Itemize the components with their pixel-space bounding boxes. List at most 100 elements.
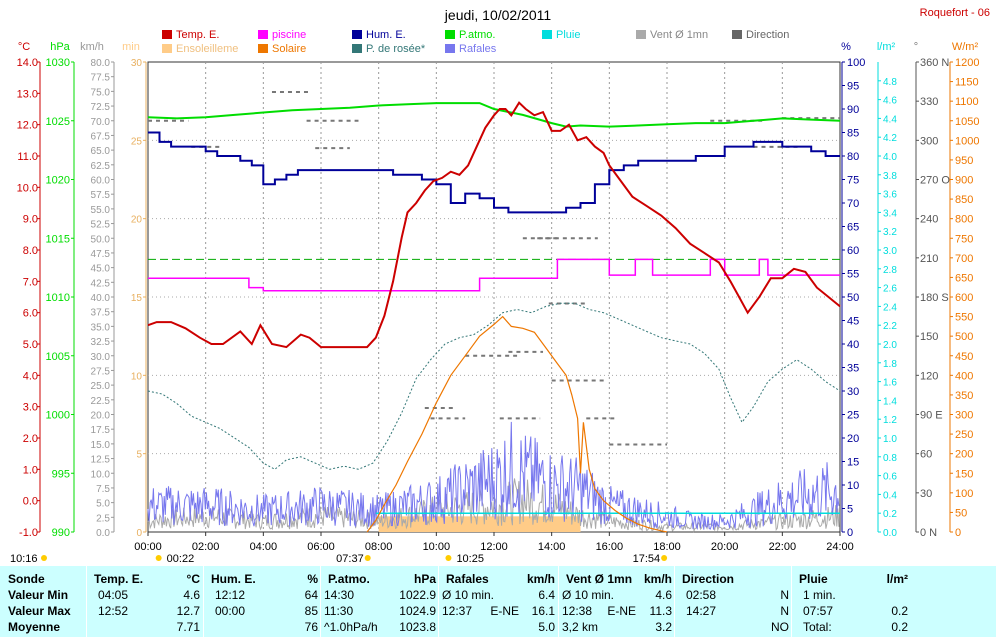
axis-tick-label-rain: 0.6 bbox=[883, 472, 897, 483]
axis-units: °C hPa km/h min% l/m² ° W/m² bbox=[18, 41, 979, 53]
stats-panel: Sonde Valeur Min Valeur Max Moyenne Temp. E.… bbox=[0, 566, 996, 637]
axis-tick-label-rain: 4.8 bbox=[883, 77, 897, 88]
legend-swatch bbox=[542, 30, 552, 39]
x-tick-label: 06:00 bbox=[307, 541, 335, 553]
time-markers: 10:16 00:22 07:37 10:25 17:54 bbox=[10, 553, 668, 565]
x-tick-label: 16:00 bbox=[596, 541, 624, 553]
axis-unit-temp: °C bbox=[18, 41, 30, 53]
axis-tick-label-temp: 8.0 bbox=[23, 245, 38, 257]
axis-tick-label-rain: 1.2 bbox=[883, 415, 897, 426]
axis-tick-label-dir: 0 N bbox=[920, 527, 937, 539]
stats-col-title: Direction bbox=[682, 572, 735, 586]
series-rosee bbox=[147, 302, 841, 470]
axis-tick-label-wind: 25.0 bbox=[91, 381, 111, 392]
axes: 14.0 13.0 12.0 11.0 10.0 9.0 8.0 7.0 6.0 5.0 4.0 3.… bbox=[17, 57, 980, 539]
time-marker-label: 10:25 bbox=[456, 553, 484, 565]
stats-cell: 02:58 bbox=[686, 588, 717, 602]
stats-row-label: Moyenne bbox=[8, 620, 61, 634]
axis-tick-label-wind: 60.0 bbox=[91, 176, 111, 187]
axis-tick-label-patmo: 1005 bbox=[46, 351, 70, 363]
axis-tick-label-wind: 7.5 bbox=[96, 484, 110, 495]
axis-tick-label-hum: 15 bbox=[847, 457, 859, 469]
axis-tick-label-temp: 14.0 bbox=[17, 57, 38, 69]
axis-unit-dir: ° bbox=[914, 41, 918, 53]
stats-separator bbox=[791, 566, 792, 637]
legend-swatch bbox=[445, 30, 455, 39]
axis-tick-label-hum: 35 bbox=[847, 363, 859, 375]
axis-tick-label-temp: 13.0 bbox=[17, 88, 38, 100]
stats-cell: 76 bbox=[304, 620, 318, 634]
axis-tick-label-wind: 75.0 bbox=[91, 87, 111, 98]
legend-label: Pluie bbox=[556, 29, 580, 41]
stats-cell: 1022.9 bbox=[399, 588, 436, 602]
stats-cell: 3.2 bbox=[655, 620, 672, 634]
axis-tick-label-hum: 20 bbox=[847, 433, 859, 445]
legend-swatch bbox=[258, 30, 268, 39]
stats-col-unit: °C bbox=[186, 572, 200, 586]
stats-cell: N bbox=[780, 588, 789, 602]
axis-tick-label-solar: 250 bbox=[955, 429, 973, 441]
time-marker-label: 00:22 bbox=[167, 553, 195, 565]
axis-tick-label-min: 30 bbox=[131, 58, 143, 69]
axis-tick-label-wind: 57.5 bbox=[91, 190, 111, 201]
axis-tick-label-wind: 45.0 bbox=[91, 264, 111, 275]
stats-row-label: Valeur Max bbox=[8, 604, 71, 618]
axis-tick-label-hum: 25 bbox=[847, 410, 859, 422]
axis-tick-label-dir: 300 bbox=[920, 135, 938, 147]
stats-cell: 1 min. bbox=[803, 588, 836, 602]
stats-col-unit: hPa bbox=[413, 572, 436, 586]
series-piscine bbox=[148, 258, 840, 292]
axis-tick-label-hum: 45 bbox=[847, 316, 859, 328]
x-tick-label: 00:00 bbox=[134, 541, 162, 553]
stats-cell: 0.2 bbox=[891, 620, 908, 634]
axis-tick-label-solar: 700 bbox=[955, 253, 973, 265]
x-tick-label: 24:00 bbox=[826, 541, 854, 553]
series-temp bbox=[147, 101, 841, 349]
legend-swatch bbox=[636, 30, 646, 39]
chart-title: jeudi, 10/02/2011 bbox=[444, 7, 552, 23]
legend-label: P. de rosée* bbox=[366, 43, 426, 55]
stats-cell: 3,2 km bbox=[562, 620, 599, 634]
axis-tick-label-solar: 500 bbox=[955, 331, 973, 343]
axis-tick-label-hum: 70 bbox=[847, 198, 859, 210]
axis-tick-label-solar: 600 bbox=[955, 292, 973, 304]
marker-dot bbox=[41, 555, 47, 561]
legend-swatch bbox=[732, 30, 742, 39]
axis-tick-label-wind: 2.5 bbox=[96, 513, 110, 524]
stats-cell: 85 bbox=[304, 604, 318, 618]
stats-cell: 0.2 bbox=[891, 604, 908, 618]
axis-tick-label-rain: 2.2 bbox=[883, 321, 897, 332]
axis-tick-label-solar: 0 bbox=[955, 527, 961, 539]
axis-tick-label-wind: 80.0 bbox=[91, 58, 111, 69]
axis-tick-label-rain: 2.8 bbox=[883, 265, 897, 276]
legend-swatch bbox=[162, 44, 172, 53]
stats-cell: 1024.9 bbox=[399, 604, 436, 618]
axis-tick-label-dir: 180 S bbox=[920, 292, 949, 304]
legend-label: Solaire bbox=[272, 43, 306, 55]
stats-cell: 4.6 bbox=[183, 588, 200, 602]
stats-col-unit: km/h bbox=[526, 572, 555, 586]
axis-tick-label-rain: 1.4 bbox=[883, 396, 897, 407]
axis-tick-label-rain: 2.0 bbox=[883, 340, 897, 351]
axis-tick-label-rain: 4.2 bbox=[883, 133, 897, 144]
axis-tick-label-temp: 11.0 bbox=[17, 151, 38, 163]
axis-tick-label-min: 0 bbox=[136, 528, 142, 539]
stats-cell: 11.3 bbox=[649, 604, 672, 618]
stats-row-label: Valeur Min bbox=[8, 588, 69, 602]
axis-unit-min: min bbox=[122, 41, 140, 53]
marker-dot bbox=[661, 555, 668, 561]
series-vent bbox=[147, 478, 840, 533]
axis-tick-label-solar: 100 bbox=[955, 488, 973, 500]
series-rafales bbox=[147, 421, 840, 530]
axis-tick-label-wind: 35.0 bbox=[91, 322, 111, 333]
stats-separator bbox=[674, 566, 675, 637]
x-tick-label: 12:00 bbox=[480, 541, 508, 553]
stats-cell: Ø 10 min. bbox=[562, 588, 615, 602]
axis-tick-label-rain: 3.0 bbox=[883, 246, 897, 257]
station-name: Roquefort - 06 bbox=[920, 7, 990, 19]
axis-tick-label-wind: 47.5 bbox=[91, 249, 111, 260]
legend-swatch bbox=[258, 44, 268, 53]
axis-unit-wind: km/h bbox=[80, 41, 104, 53]
axis-tick-label-solar: 1150 bbox=[955, 77, 979, 89]
axis-tick-label-dir: 270 O bbox=[920, 175, 950, 187]
